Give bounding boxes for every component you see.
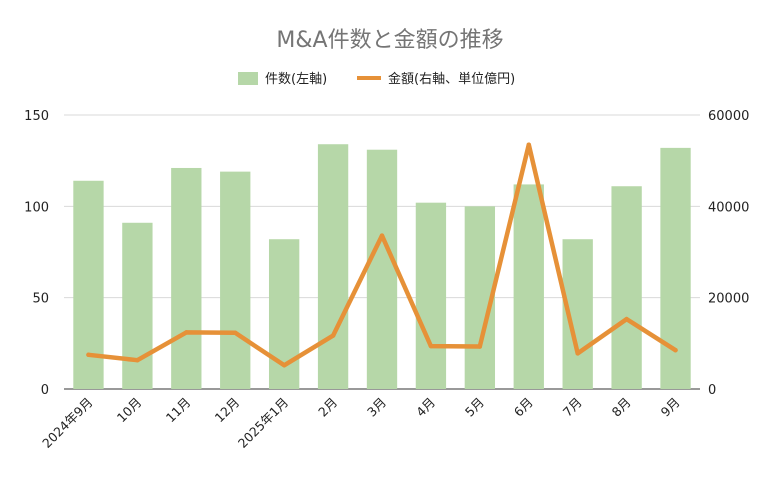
bar-series (73, 144, 691, 389)
bar-3 (220, 171, 251, 389)
legend-swatch-amount (357, 76, 381, 80)
y-right-tick-label: 40000 (708, 200, 749, 215)
x-tick-label: 5月 (462, 395, 487, 420)
y-right-tick-label: 60000 (708, 109, 749, 124)
legend: 件数(左軸) 金額(右軸、単位億円) (238, 71, 515, 87)
y-left-tick-label: 100 (24, 200, 49, 215)
y-axis-left: 0 50 100 150 (24, 109, 49, 398)
bar-11 (611, 186, 642, 389)
line-point-0 (86, 352, 91, 357)
bar-5 (317, 144, 349, 389)
x-tick-label: 12月 (212, 395, 243, 426)
x-tick-label: 2025年1月 (235, 395, 291, 451)
line-point-4 (281, 363, 287, 368)
line-point-1 (135, 358, 140, 363)
bar-2 (171, 167, 202, 389)
line-point-5 (330, 333, 336, 338)
bar-12 (660, 147, 691, 389)
line-point-2 (184, 330, 189, 335)
line-point-11 (624, 316, 629, 322)
y-axis-right: 0 20000 40000 60000 (708, 109, 749, 398)
line-point-7 (428, 343, 434, 349)
x-tick-label: 10月 (114, 395, 145, 426)
bar-1 (122, 222, 153, 389)
line-point-10 (575, 351, 580, 356)
y-left-tick-label: 0 (41, 383, 49, 398)
legend-swatch-count (238, 72, 258, 85)
line-point-8 (477, 344, 483, 349)
x-tick-label: 2月 (315, 395, 340, 420)
line-point-3 (233, 330, 238, 336)
y-left-tick-label: 50 (32, 292, 49, 307)
chart-title: M&A件数と金額の推移 (276, 28, 503, 53)
line-point-6 (379, 233, 385, 238)
bar-7 (415, 202, 447, 389)
x-tick-label: 8月 (609, 395, 634, 420)
legend-label-count: 件数(左軸) (265, 72, 327, 87)
y-right-tick-label: 0 (708, 383, 716, 398)
y-right-tick-label: 20000 (708, 292, 749, 307)
x-tick-label: 9月 (658, 395, 683, 420)
x-tick-label: 3月 (364, 395, 389, 420)
x-tick-label: 7月 (560, 395, 585, 420)
x-tick-label: 11月 (163, 395, 194, 426)
bar-9 (513, 184, 544, 389)
x-tick-label: 6月 (511, 395, 536, 420)
x-tick-label: 2024年9月 (39, 395, 95, 451)
x-tick-label: 4月 (413, 395, 438, 420)
line-point-9 (526, 142, 531, 147)
legend-label-amount: 金額(右軸、単位億円) (388, 71, 515, 87)
line-series (86, 142, 678, 368)
bar-6 (366, 149, 398, 389)
y-left-tick-label: 150 (24, 109, 49, 124)
line-point-12 (673, 347, 678, 353)
